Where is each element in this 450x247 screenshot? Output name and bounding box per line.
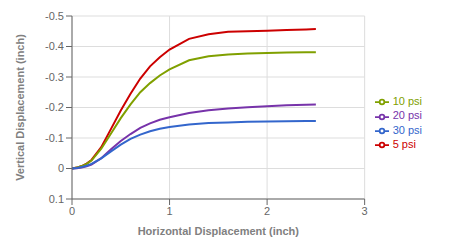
svg-text:-0.1: -0.1 xyxy=(45,132,64,144)
svg-text:-0.5: -0.5 xyxy=(45,10,64,22)
svg-text:-0.3: -0.3 xyxy=(45,71,64,83)
svg-text:2: 2 xyxy=(264,205,270,217)
html-text:10 psi: 10 psi xyxy=(392,95,422,108)
svg-text:-0.2: -0.2 xyxy=(45,101,64,113)
html-text:5 psi: 5 psi xyxy=(392,137,416,150)
svg-text:0.1: 0.1 xyxy=(49,193,64,205)
html-text:30 psi: 30 psi xyxy=(392,123,422,136)
svg-text:Vertical Displacement (inch): Vertical Displacement (inch) xyxy=(14,34,26,181)
svg-text:-0.4: -0.4 xyxy=(45,40,64,52)
html-text:20 psi: 20 psi xyxy=(392,109,422,122)
svg-text:0: 0 xyxy=(69,205,75,217)
svg-text:0: 0 xyxy=(58,162,64,174)
svg-text:Horizontal Displacement (inch): Horizontal Displacement (inch) xyxy=(138,225,300,237)
svg-text:3: 3 xyxy=(362,205,368,217)
svg-text:1: 1 xyxy=(166,205,172,217)
